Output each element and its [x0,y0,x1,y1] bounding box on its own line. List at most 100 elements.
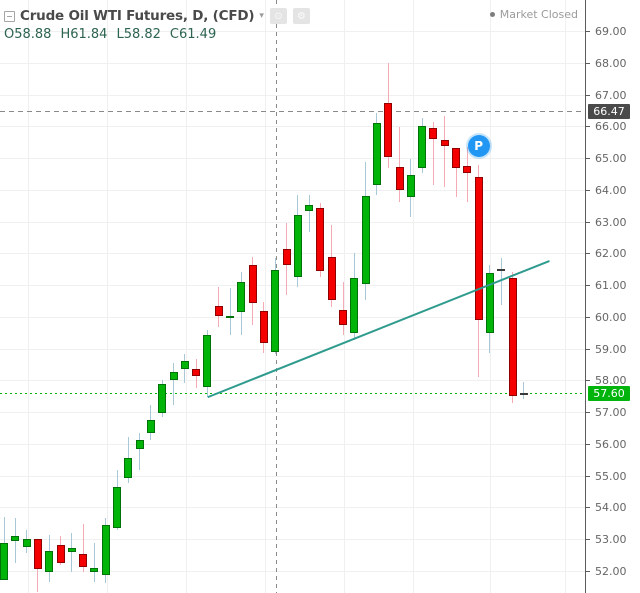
candle-body [372,123,381,186]
candle-body [429,127,438,139]
price-tick-label: 56.00 [595,437,627,451]
candle-body [271,269,280,353]
circled-dot-icon: ⊙ [274,10,283,22]
candle-body [305,205,314,212]
symbol-title[interactable]: Crude Oil WTI Futures, D, (CFD) [20,8,255,24]
ohlc-high: H61.84 [60,27,108,42]
price-tick-label: 54.00 [595,501,627,515]
candle-body [90,568,99,572]
h-gridline [0,443,585,445]
candle-body [11,535,20,542]
price-tick [586,507,590,509]
price-tick-label: 64.00 [595,183,627,197]
price-tick-label: 59.00 [595,342,627,356]
status-dot-icon [489,12,495,17]
v-gridline [565,0,566,593]
trendline[interactable] [207,260,550,398]
candle-wick [229,287,231,335]
candle-body [519,393,528,396]
candle-wick [342,281,344,335]
h-gridline [0,507,585,509]
price-tick [586,539,590,541]
h-gridline [0,412,585,414]
v-gridline [107,0,108,593]
candle-body [226,315,234,319]
candle-body [22,539,31,548]
price-tick [586,189,590,191]
candle-body [384,103,393,158]
candle-body [339,309,347,326]
ohlc-close: C61.49 [169,27,217,42]
price-tick [586,94,590,96]
price-tick-label: 65.00 [595,152,627,166]
price-tick [586,62,590,64]
h-gridline [0,316,585,318]
ohlc-open: O58.88 [4,27,52,42]
last-price-dotted-line [0,393,585,395]
price-tick-label: 63.00 [595,215,627,229]
price-tick [586,412,590,414]
chart-plot-area[interactable]: P [0,0,585,593]
settings-button[interactable]: ⚙ [292,8,310,24]
candle-body [180,360,189,369]
position-marker[interactable]: P [467,135,490,158]
ohlc-low: L58.82 [116,27,161,42]
price-tick [586,475,590,477]
candle-body [395,166,404,191]
price-tick-label: 55.00 [595,469,627,483]
price-tick-label: 60.00 [595,310,627,324]
h-gridline [0,570,585,572]
price-tick-label: 66.00 [595,120,627,134]
candle-wick [71,532,73,572]
h-gridline [0,348,585,350]
candle-body [248,265,257,303]
candle-wick [500,258,502,306]
price-tick-label: 52.00 [595,564,627,578]
candle-body [124,457,133,478]
candle-wick [523,381,525,400]
price-tick-label: 58.00 [595,374,627,388]
candle-body [79,554,88,568]
price-tick-label: 69.00 [595,25,627,38]
price-tick-label: 53.00 [595,533,627,547]
gear-icon: ⚙ [296,10,306,22]
candle-body [440,139,449,146]
price-tick [586,380,590,382]
last-price-label: 57.60 [588,385,630,401]
candle-wick [82,523,84,572]
price-tick [586,158,590,160]
candle-body [316,207,325,272]
visibility-button[interactable]: ⊙ [269,8,287,24]
candle-body [293,214,302,278]
chevron-down-icon[interactable]: ▾ [259,11,264,21]
candle-body [418,125,427,168]
price-tick [586,253,590,255]
candle-body [508,278,517,396]
price-tick-label: 57.00 [595,406,627,420]
crosshair-price-label: 66.47 [588,103,630,119]
symbol-legend: Crude Oil WTI Futures, D, (CFD) ▾ ⊙ ⚙ O5… [4,8,310,42]
candle-body [497,268,506,271]
h-gridline [0,189,585,191]
candle-wick [444,116,446,187]
candle-body [485,273,494,334]
price-tick [586,126,590,128]
v-gridline [28,0,29,593]
price-tick [586,443,590,445]
legend-collapse-icon[interactable] [4,10,15,22]
h-gridline [0,380,585,382]
h-gridline [0,475,585,477]
candle-body [237,281,246,313]
price-tick [586,31,590,32]
candle-wick [399,126,400,202]
candle-body [146,420,155,434]
v-gridline [344,0,345,593]
v-gridline [265,0,266,593]
candle-wick [432,122,434,186]
h-gridline [0,94,585,96]
h-gridline [0,126,585,128]
market-status-text: Market Closed [499,8,578,21]
candle-body [169,372,178,381]
candle-body [67,548,76,553]
price-axis[interactable]: 69.00 68.00 67.00 66.00 65.00 64.00 63.00 62.00… [585,0,640,593]
